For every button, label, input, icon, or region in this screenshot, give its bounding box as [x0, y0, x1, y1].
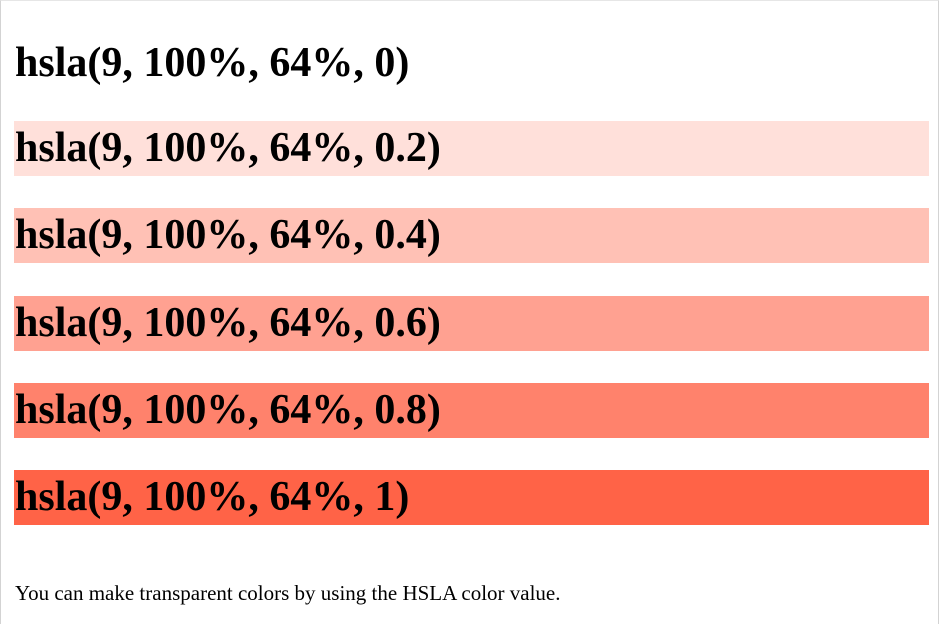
hsla-heading-alpha-0-8: hsla(9, 100%, 64%, 0.8) — [14, 383, 929, 438]
description-paragraph: You can make transparent colors by using… — [15, 581, 561, 605]
hsla-heading-alpha-0-4: hsla(9, 100%, 64%, 0.4) — [14, 208, 929, 263]
hsla-heading-alpha-0-2: hsla(9, 100%, 64%, 0.2) — [14, 121, 929, 176]
hsla-heading-alpha-0: hsla(9, 100%, 64%, 0) — [15, 40, 410, 86]
hsla-heading-alpha-0-6: hsla(9, 100%, 64%, 0.6) — [14, 296, 929, 351]
hsla-heading-alpha-1: hsla(9, 100%, 64%, 1) — [14, 470, 929, 525]
